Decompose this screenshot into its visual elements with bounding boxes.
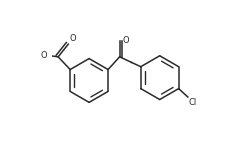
Text: Cl: Cl [189, 98, 197, 107]
Text: O: O [40, 51, 47, 60]
Text: O: O [69, 34, 76, 43]
Text: O: O [123, 36, 129, 45]
